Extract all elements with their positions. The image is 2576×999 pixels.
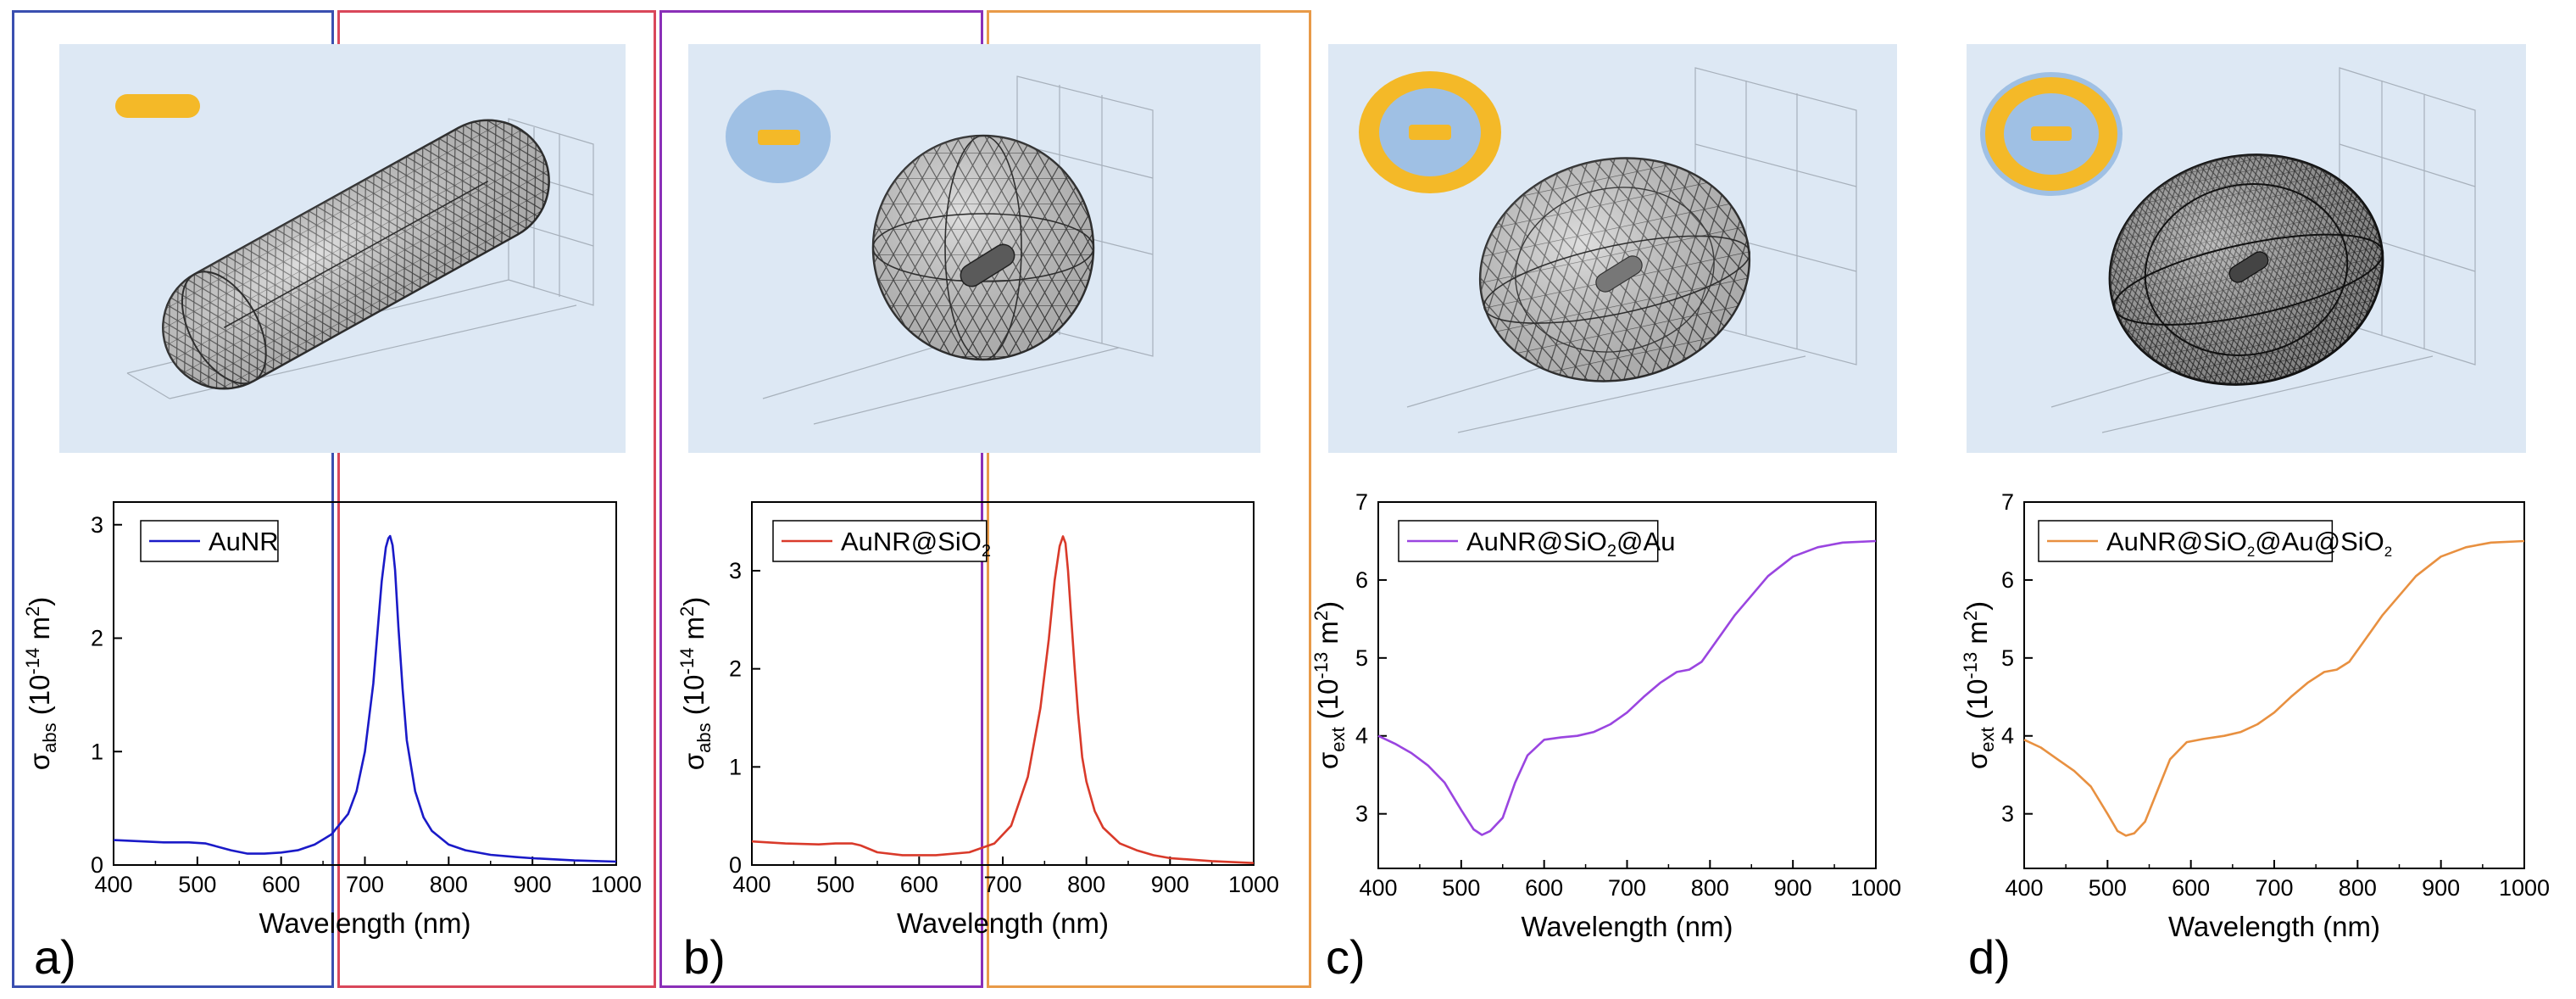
x-tick-label: 800 — [2339, 875, 2377, 901]
x-tick-label: 400 — [94, 872, 132, 897]
y-tick-label: 7 — [1355, 489, 1368, 515]
x-tick-label: 400 — [2005, 875, 2043, 901]
y-axis-title: σext (10-13 m2) — [1310, 601, 1349, 769]
x-axis-title: Wavelength (nm) — [2168, 911, 2380, 942]
silica-sphere-mesh — [871, 134, 1095, 361]
series-line-AuNR@SiO2@Au — [1377, 539, 1877, 836]
legend: AuNR@SiO2@Au — [1398, 520, 1675, 562]
panel-label: d) — [1968, 930, 2011, 984]
gold-shell-nanorod-icon — [1359, 71, 1501, 193]
x-axis-title: Wavelength (nm) — [259, 907, 470, 939]
y-tick-label: 5 — [2001, 645, 2014, 671]
x-tick-label: 900 — [1151, 872, 1189, 897]
x-tick-label: 400 — [732, 872, 771, 897]
panel-label: b) — [683, 930, 726, 984]
legend-label: AuNR@SiO2 — [841, 527, 991, 561]
x-tick-label: 800 — [1691, 875, 1729, 901]
y-axis-title: σabs (10-14 m2) — [22, 597, 60, 770]
legend: AuNR — [140, 520, 279, 562]
y-tick-label: 3 — [729, 558, 742, 583]
x-tick-label: 700 — [346, 872, 384, 897]
scene-d — [1967, 44, 2526, 453]
panel-label: c) — [1326, 930, 1366, 984]
charts-layer: 400 500 600 700 800 900 1000 0 1 2 3 Wavelength (nm… — [22, 489, 2550, 984]
x-tick-label: 500 — [2089, 875, 2127, 901]
y-tick-label: 3 — [91, 512, 103, 538]
y-tick-label: 4 — [1355, 723, 1368, 749]
multilayer-sphere-mesh — [2108, 153, 2384, 386]
series-line-AuNR@SiO2@Au@SiO2 — [2023, 539, 2525, 837]
legend-label: AuNR@SiO2@Au@SiO2 — [2106, 527, 2392, 560]
x-tick-label: 500 — [1442, 875, 1480, 901]
legend: AuNR@SiO2@Au@SiO2 — [2038, 520, 2392, 562]
x-tick-label: 400 — [1359, 875, 1397, 901]
y-tick-label: 2 — [729, 656, 742, 682]
y-tick-label: 4 — [2001, 723, 2014, 749]
y-axis-title: σext (10-13 m2) — [1960, 601, 1998, 769]
y-tick-label: 7 — [2001, 489, 2014, 515]
chart-d: 400 500 600 700 800 900 1000 3 4 5 6 7 Wavelength (n… — [1960, 489, 2550, 984]
y-tick-label: 0 — [91, 852, 103, 878]
y-tick-label: 6 — [2001, 567, 2014, 593]
legend-label: AuNR@SiO2@Au — [1466, 527, 1675, 561]
y-tick-label: 1 — [729, 754, 742, 779]
series-line-AuNR@SiO2 — [751, 535, 1255, 864]
y-tick-label: 0 — [729, 852, 742, 878]
chart-b: 400 500 600 700 800 900 1000 0 1 2 3 Wavelength (nm… — [676, 501, 1279, 984]
x-axis-title: Wavelength (nm) — [897, 907, 1109, 939]
gold-shell-mesh — [1478, 157, 1751, 382]
y-axis-title: σabs (10-14 m2) — [676, 597, 715, 770]
x-tick-label: 700 — [1608, 875, 1646, 901]
y-tick-label: 1 — [91, 739, 103, 764]
x-tick-label: 900 — [2422, 875, 2460, 901]
series-line-AuNR — [113, 534, 617, 863]
multilayer-nanorod-icon — [1980, 72, 2123, 196]
x-tick-label: 900 — [1774, 875, 1812, 901]
scene-b — [688, 44, 1260, 453]
x-tick-label: 900 — [514, 872, 552, 897]
x-tick-label: 1000 — [1850, 875, 1901, 901]
y-tick-label: 3 — [2001, 801, 2014, 827]
nanorod-icon — [115, 94, 200, 118]
panel-label: a) — [34, 930, 76, 984]
x-axis-title: Wavelength (nm) — [1521, 911, 1733, 942]
x-tick-label: 600 — [900, 872, 938, 897]
x-tick-label: 700 — [2255, 875, 2293, 901]
x-tick-label: 1000 — [1228, 872, 1279, 897]
y-tick-label: 6 — [1355, 567, 1368, 593]
x-tick-label: 1000 — [591, 872, 642, 897]
legend: AuNR@SiO2 — [772, 520, 991, 562]
x-tick-label: 600 — [1525, 875, 1563, 901]
y-tick-label: 3 — [1355, 801, 1368, 827]
x-tick-label: 800 — [430, 872, 468, 897]
silica-coated-nanorod-icon — [726, 90, 831, 183]
x-tick-label: 800 — [1067, 872, 1105, 897]
nanorod-mesh — [162, 119, 550, 390]
x-tick-label: 1000 — [2499, 875, 2550, 901]
scene-a — [59, 44, 626, 453]
x-tick-label: 500 — [178, 872, 216, 897]
x-tick-label: 700 — [983, 872, 1021, 897]
chart-a: 400 500 600 700 800 900 1000 0 1 2 3 Wavelength (nm… — [22, 501, 642, 984]
legend-label: AuNR — [209, 527, 279, 556]
chart-c: 400 500 600 700 800 900 1000 3 4 5 6 7 Wavelength (n… — [1310, 489, 1901, 984]
y-tick-label: 5 — [1355, 645, 1368, 671]
x-tick-label: 500 — [816, 872, 854, 897]
scene-c — [1328, 44, 1897, 453]
x-tick-label: 600 — [262, 872, 300, 897]
x-tick-label: 600 — [2172, 875, 2210, 901]
y-tick-label: 2 — [91, 626, 103, 651]
